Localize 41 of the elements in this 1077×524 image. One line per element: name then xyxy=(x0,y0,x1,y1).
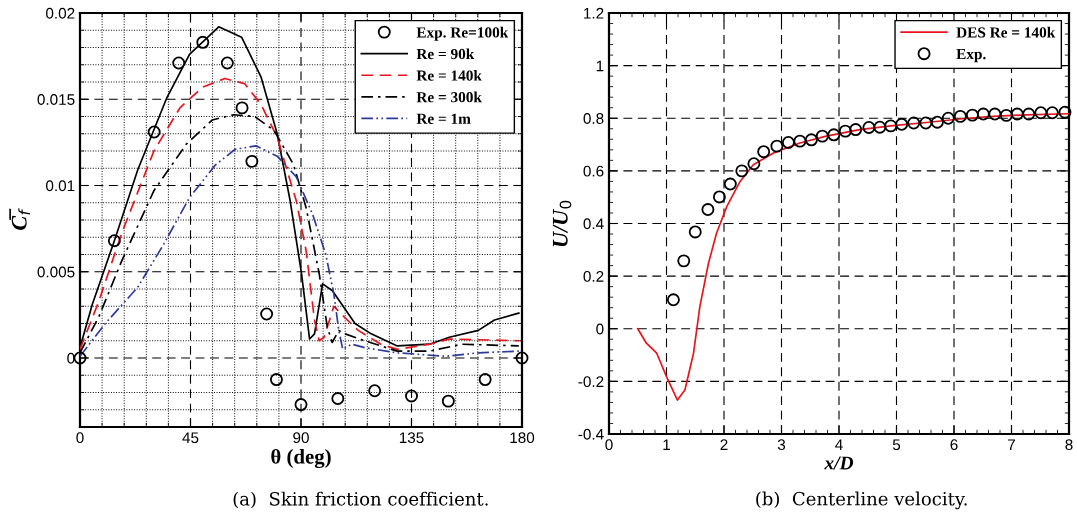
legend-label: Re = 1m xyxy=(416,113,471,124)
legend-label: Exp. xyxy=(956,49,986,63)
y-tick-label: 0 xyxy=(67,352,75,364)
text: (b) Centerline velocity. xyxy=(756,491,967,510)
text: (a) Skin friction coefficient. xyxy=(233,491,488,509)
x-tick-label: 0 xyxy=(76,432,84,444)
y-axis-title: U/U$_{0}$ xyxy=(552,200,572,247)
y-axis-title: C̅$_{f}$ xyxy=(9,208,31,230)
x-tick-label: 180 xyxy=(510,432,535,444)
y-tick-label: -0.4 xyxy=(578,428,604,440)
y-tick-label: 0.005 xyxy=(37,266,75,278)
x-axis-title: x/D xyxy=(824,456,854,470)
x-tick-label: 8 xyxy=(1065,439,1073,451)
y-tick-label: -0.2 xyxy=(578,376,604,388)
legend-label: Re = 300k xyxy=(416,91,482,103)
legend-label: DES Re = 140k xyxy=(956,26,1056,38)
legend-label: Re = 140k xyxy=(416,70,482,81)
x-tick-label: 135 xyxy=(399,432,424,444)
y-tick-label: 0.01 xyxy=(46,180,75,192)
y-tick-label: 1.2 xyxy=(584,7,604,19)
x-tick-label: 3 xyxy=(777,439,786,451)
x-tick-label: 1 xyxy=(663,439,670,450)
x-tick-label: 2 xyxy=(720,439,728,450)
y-tick-label: 0.6 xyxy=(583,165,604,177)
y-tick-label: 0.2 xyxy=(583,270,604,282)
y-tick-label: 0.015 xyxy=(37,94,75,105)
x-tick-label: 6 xyxy=(950,439,958,451)
y-tick-label: 0.4 xyxy=(583,218,604,230)
x-tick-label: 4 xyxy=(835,439,843,450)
x-tick-label: 90 xyxy=(293,432,309,444)
legend-label: Re = 90k xyxy=(416,48,475,60)
y-tick-label: 0.8 xyxy=(583,113,604,124)
x-tick-label: 0 xyxy=(605,439,613,451)
x-tick-label: 45 xyxy=(182,432,199,444)
x-axis-title: θ (deg) xyxy=(271,448,331,469)
legend-label: Exp. Re=100k xyxy=(416,26,509,41)
y-tick-label: 0 xyxy=(596,323,604,335)
y-tick-label: 0.02 xyxy=(46,7,75,19)
y-tick-label: 1 xyxy=(596,60,604,72)
x-tick-label: 5 xyxy=(892,439,901,451)
x-tick-label: 7 xyxy=(1008,439,1015,450)
